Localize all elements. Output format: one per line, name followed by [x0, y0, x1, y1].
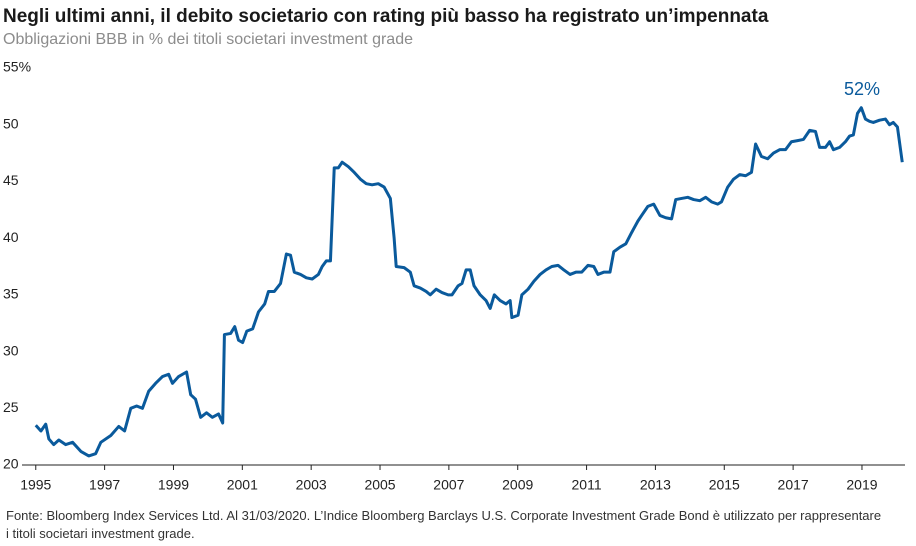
- x-tick-label: 2007: [433, 477, 464, 493]
- x-tick-label: 2013: [640, 477, 671, 493]
- y-tick-label: 20: [3, 456, 19, 472]
- y-tick-label: 30: [3, 342, 19, 358]
- x-tick-label: 1997: [89, 477, 120, 493]
- x-tick-label: 1995: [20, 477, 51, 493]
- x-tick-label: 2005: [364, 477, 395, 493]
- x-tick-label: 2009: [502, 477, 533, 493]
- chart-title: Negli ultimi anni, il debito societario …: [3, 6, 769, 27]
- source-note: Fonte: Bloomberg Index Services Ltd. Al …: [6, 508, 882, 541]
- annotation: 52%: [844, 79, 880, 99]
- x-tick-label: 1999: [158, 477, 189, 493]
- y-tick-label: 55%: [3, 59, 31, 75]
- x-tick-label: 2003: [296, 477, 327, 493]
- x-tick-label: 2019: [846, 477, 877, 493]
- y-tick-label: 40: [3, 229, 19, 245]
- x-tick-label: 2017: [778, 477, 809, 493]
- data-line: [34, 106, 904, 458]
- y-tick-label: 35: [3, 286, 19, 302]
- x-tick-label: 2015: [709, 477, 740, 493]
- x-tick-label: 2001: [227, 477, 258, 493]
- x-tick-label: 2011: [572, 477, 602, 493]
- chart-subtitle: Obbligazioni BBB in % dei titoli societa…: [3, 31, 413, 48]
- chart: Negli ultimi anni, il debito societario …: [3, 6, 905, 493]
- y-tick-label: 25: [3, 399, 19, 415]
- y-tick-label: 45: [3, 172, 19, 188]
- y-tick-label: 50: [3, 115, 19, 131]
